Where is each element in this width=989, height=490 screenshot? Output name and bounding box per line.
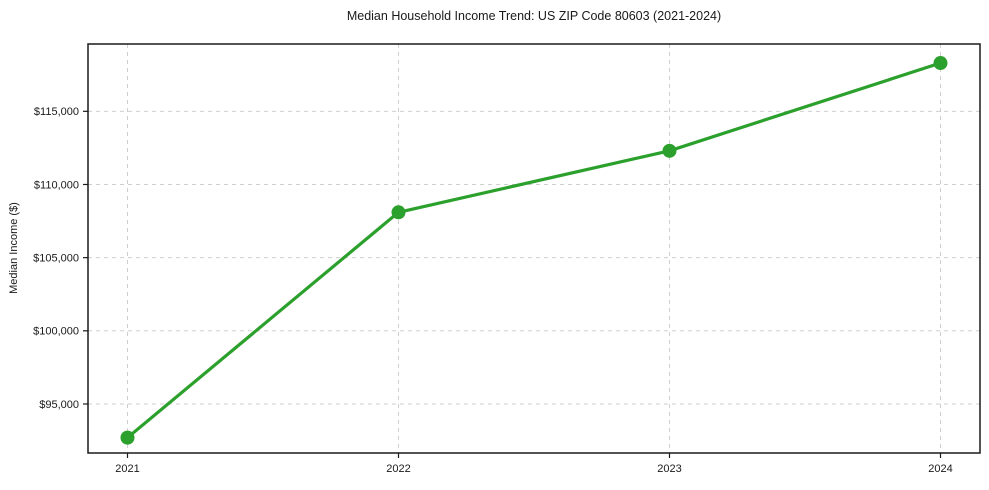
x-tick-label: 2024 bbox=[928, 463, 952, 475]
trend-line bbox=[125, 61, 943, 440]
y-tick-label: $95,000 bbox=[39, 399, 79, 411]
data-point-marker bbox=[933, 56, 948, 71]
y-tick-label: $100,000 bbox=[33, 326, 79, 338]
x-tick-label: 2023 bbox=[657, 463, 681, 475]
data-point-marker bbox=[391, 205, 406, 220]
plot-border bbox=[87, 43, 981, 454]
x-tick-label: 2021 bbox=[115, 463, 139, 475]
chart-title: Median Household Income Trend: US ZIP Co… bbox=[346, 9, 722, 23]
y-tick-label: $110,000 bbox=[34, 179, 79, 191]
x-tick-label: 2022 bbox=[386, 463, 410, 475]
data-point-marker bbox=[662, 143, 677, 158]
data-point-marker bbox=[120, 430, 135, 445]
y-tick-label: $115,000 bbox=[34, 106, 79, 118]
y-tick-label: $105,000 bbox=[33, 252, 79, 264]
